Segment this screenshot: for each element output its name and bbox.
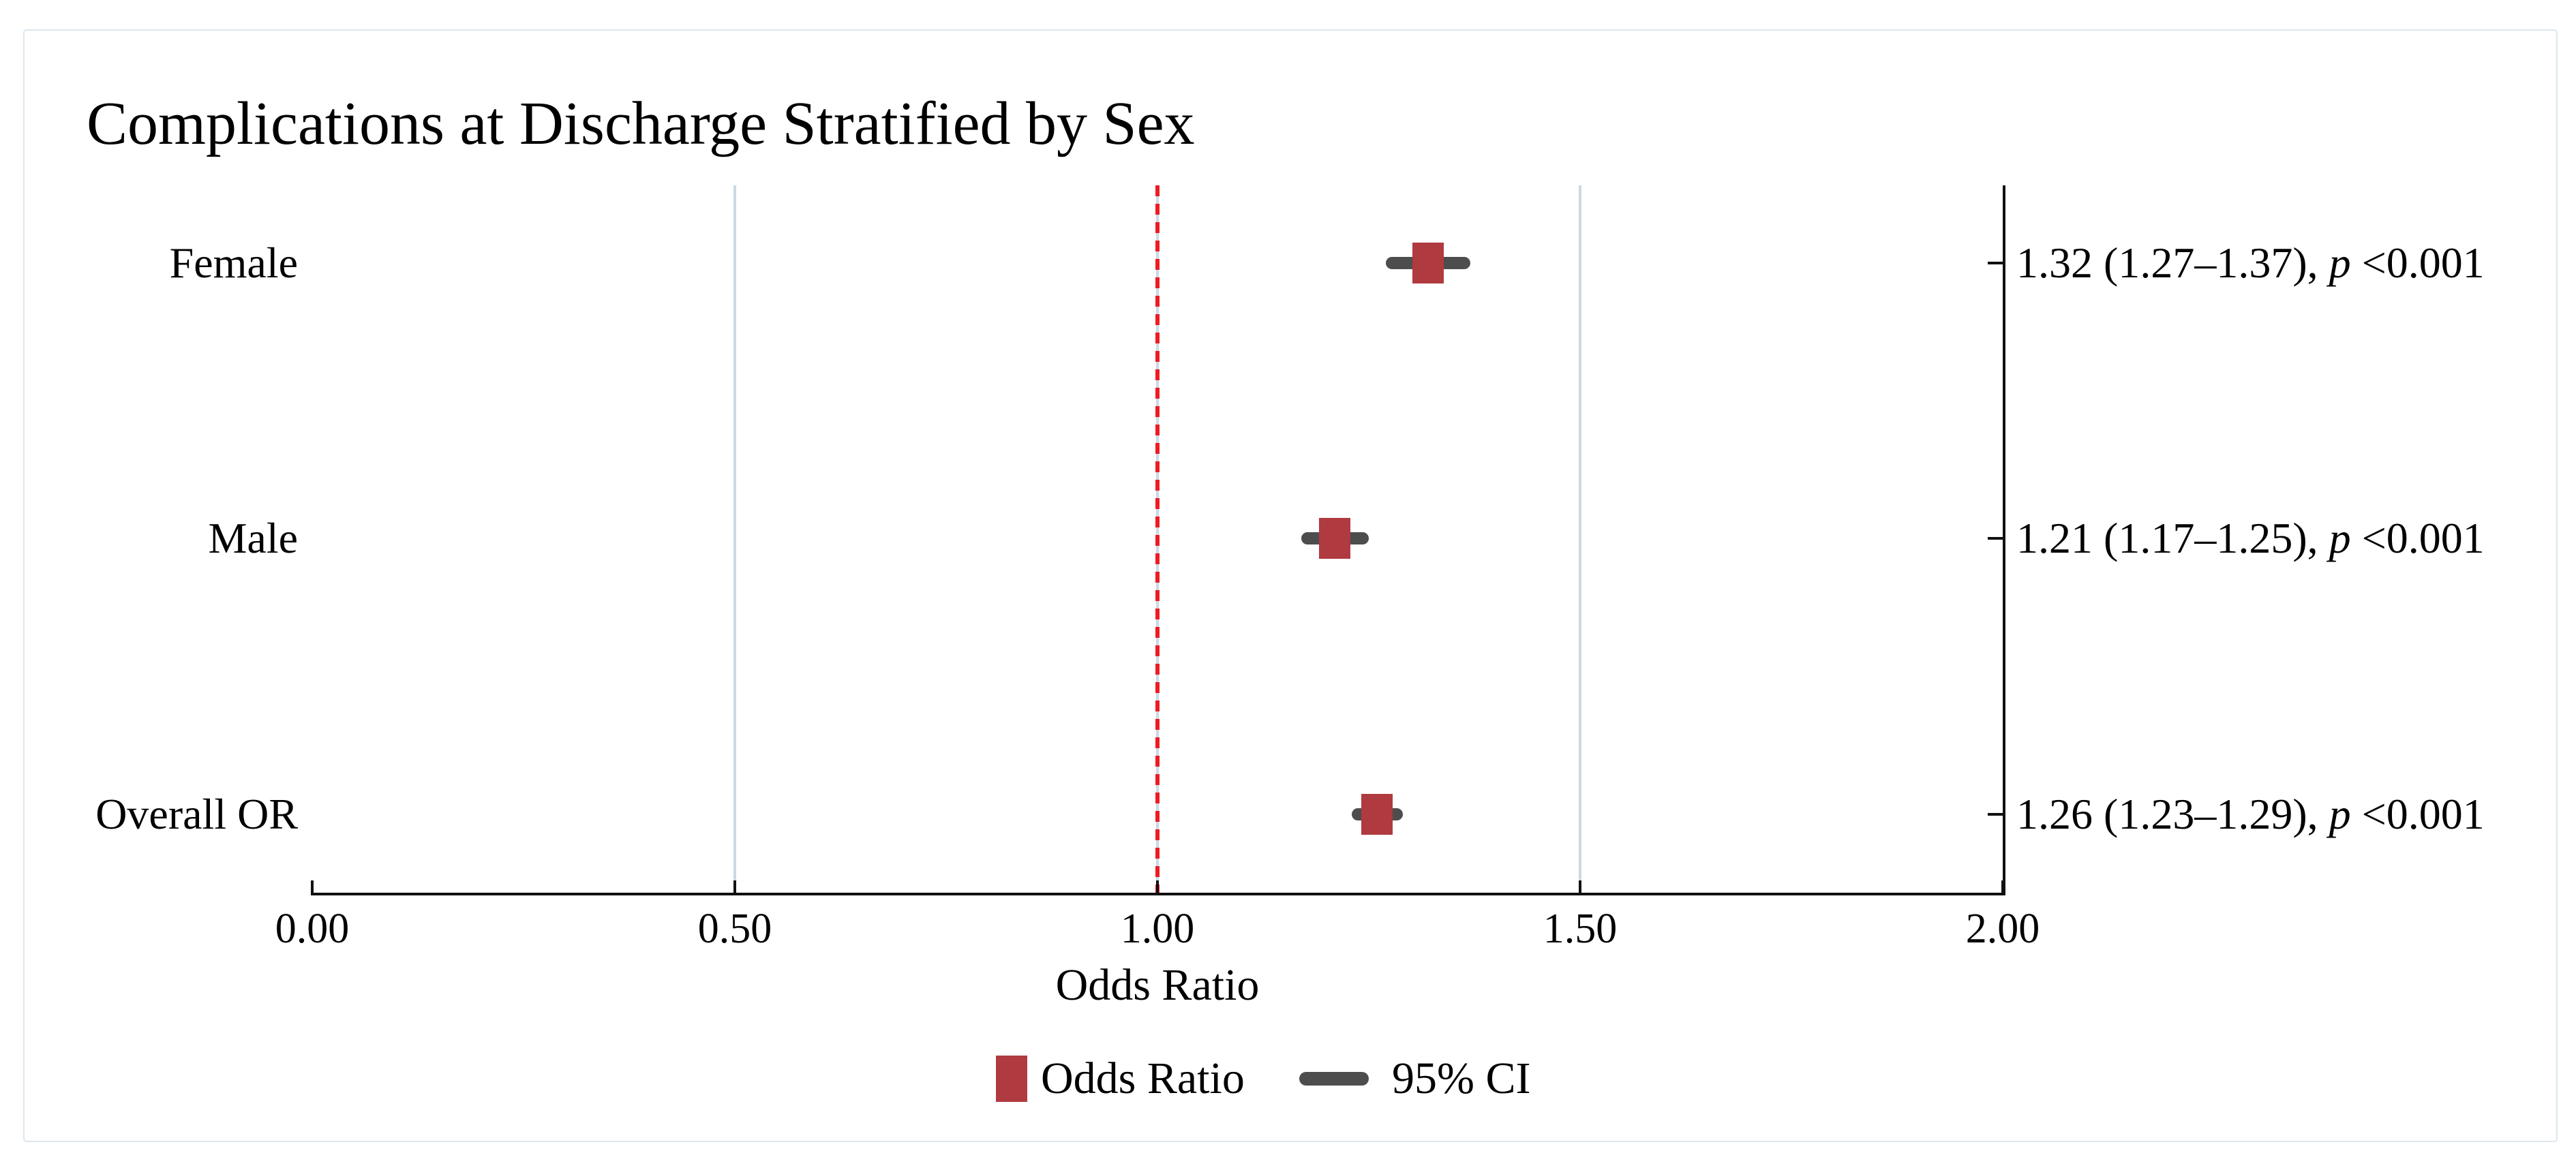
row-annotation: 1.26 (1.23–1.29), p <0.001 (2016, 789, 2485, 840)
annotation-estimate: 1.32 (1.27–1.37), (2016, 239, 2329, 287)
x-tick-2.00 (2001, 880, 2004, 893)
annotation-p-symbol: p (2329, 790, 2351, 838)
annotation-p-symbol: p (2329, 239, 2351, 287)
right-axis-tick (1988, 537, 2004, 540)
annotation-p-value: <0.001 (2350, 514, 2485, 562)
right-axis-tick (1988, 262, 2004, 264)
row-annotation: 1.32 (1.27–1.37), p <0.001 (2016, 238, 2485, 288)
odds-ratio-marker (1319, 518, 1351, 559)
annotation-p-value: <0.001 (2350, 790, 2485, 838)
gridline-0.50 (733, 185, 736, 893)
odds-ratio-marker (1361, 794, 1393, 835)
x-axis-title: Odds Ratio (1055, 960, 1260, 1010)
x-tick-label: 0.00 (275, 906, 350, 952)
x-tick-label: 0.50 (697, 906, 772, 952)
figure-border (23, 29, 2558, 1142)
x-tick-label: 1.50 (1543, 906, 1618, 952)
x-tick-label: 2.00 (1965, 906, 2040, 952)
x-tick-1.50 (1579, 880, 1581, 893)
x-tick-0.50 (733, 880, 736, 893)
x-tick-label: 1.00 (1120, 906, 1195, 952)
x-axis-line (311, 893, 2005, 895)
legend-label-odds-ratio: Odds Ratio (1041, 1054, 1245, 1103)
row-label: Overall OR (95, 790, 298, 838)
row-label: Male (208, 514, 299, 562)
annotation-estimate: 1.21 (1.17–1.25), (2016, 514, 2329, 562)
legend-line-swatch (1299, 1072, 1369, 1086)
reference-line-1.00 (1155, 185, 1160, 893)
x-tick-0.00 (311, 880, 314, 893)
row-annotation: 1.21 (1.17–1.25), p <0.001 (2016, 513, 2485, 564)
row-label: Female (169, 239, 298, 287)
right-axis-tick (1988, 813, 2004, 816)
chart-title: Complications at Discharge Stratified by… (87, 90, 1195, 157)
legend-square-swatch (996, 1056, 1027, 1102)
gridline-1.50 (1579, 185, 1581, 893)
right-axis-line (2003, 185, 2005, 895)
legend-label-95ci: 95% CI (1392, 1054, 1531, 1103)
x-tick-1.00 (1156, 880, 1159, 893)
annotation-estimate: 1.26 (1.23–1.29), (2016, 790, 2329, 838)
odds-ratio-marker (1412, 243, 1444, 283)
annotation-p-value: <0.001 (2350, 239, 2485, 287)
annotation-p-symbol: p (2329, 514, 2351, 562)
